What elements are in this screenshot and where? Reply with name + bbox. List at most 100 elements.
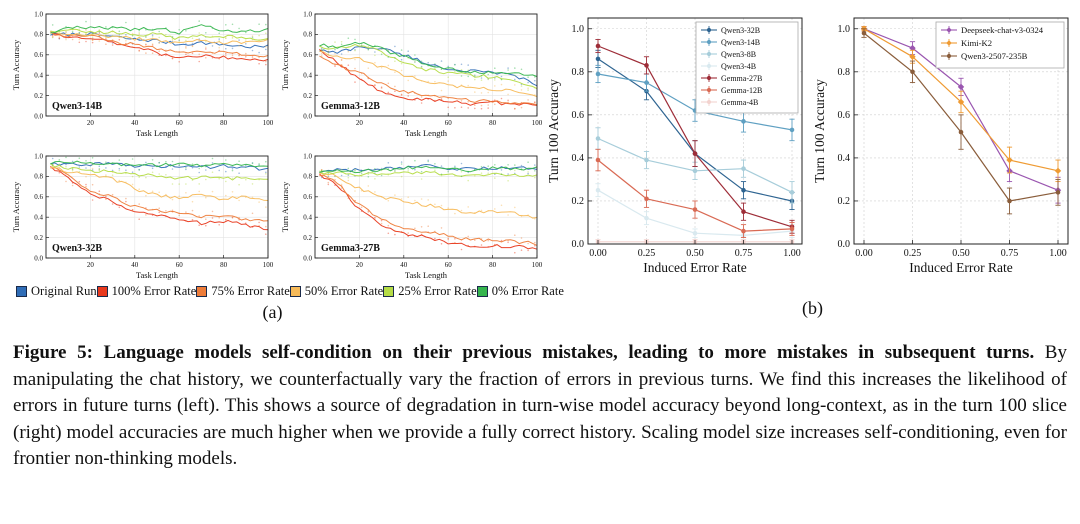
svg-text:0.8: 0.8 [303, 31, 312, 39]
legend-item-qwen3-14b: Qwen3-14B [701, 38, 760, 47]
svg-text:0.6: 0.6 [34, 51, 43, 59]
legend-item-25-error-rate: 25% Error Rate [383, 284, 477, 299]
svg-text:1.0: 1.0 [34, 10, 43, 18]
series-50-error-rate [319, 47, 538, 98]
svg-text:0.0: 0.0 [34, 254, 43, 262]
svg-text:0.8: 0.8 [34, 173, 43, 181]
svg-text:0.6: 0.6 [838, 110, 851, 121]
svg-text:0.4: 0.4 [572, 153, 585, 164]
legend-label: 75% Error Rate [211, 284, 290, 298]
caption-body: By manipulating the chat history, we cou… [13, 342, 1067, 469]
legend-swatch [196, 286, 208, 297]
svg-text:Kimi-K2: Kimi-K2 [961, 38, 992, 48]
legend-item-qwen3-32b: Qwen3-32B [701, 26, 760, 35]
chart-turn100-frontier-models: 0.00 0.25 0.50 0.75 1.00 0.0 0.2 0.4 0.6 0.8 1.0 In… [812, 17, 1069, 275]
series-50-error-rate [50, 166, 269, 208]
svg-text:0.75: 0.75 [735, 248, 753, 259]
svg-text:0.2: 0.2 [572, 196, 585, 207]
legend-label: 0% Error Rate [491, 284, 564, 298]
svg-text:0.4: 0.4 [34, 72, 43, 80]
svg-text:40: 40 [400, 119, 408, 127]
chart-qwen3-14b: 20 40 60 80 100 0.0 0.2 0.4 0.6 0.8 1.0 Task Length… [11, 10, 274, 138]
svg-text:0.0: 0.0 [303, 112, 312, 120]
svg-text:Task Length: Task Length [405, 270, 448, 280]
series-75-error-rate [319, 53, 538, 110]
svg-text:0.75: 0.75 [1001, 248, 1019, 259]
svg-text:100: 100 [263, 261, 274, 269]
svg-text:0.8: 0.8 [34, 31, 43, 39]
svg-text:0.0: 0.0 [572, 239, 585, 250]
figure-caption: Figure 5: Language models self-condition… [13, 340, 1067, 473]
series-100-error-rate [50, 32, 269, 66]
svg-text:Qwen3-2507-235B: Qwen3-2507-235B [961, 51, 1028, 61]
svg-text:Qwen3-4B: Qwen3-4B [721, 62, 756, 71]
svg-text:0.4: 0.4 [838, 153, 851, 164]
svg-text:Gemma-4B: Gemma-4B [721, 98, 758, 107]
svg-text:0.50: 0.50 [952, 248, 970, 259]
legend-label: 100% Error Rate [111, 284, 197, 298]
svg-text:1.00: 1.00 [783, 248, 801, 259]
svg-text:Gemma3-27B: Gemma3-27B [321, 243, 380, 254]
svg-text:Task Length: Task Length [136, 128, 179, 138]
panel-b-label: (b) [802, 298, 823, 318]
legend-item-50-error-rate: 50% Error Rate [289, 284, 383, 299]
svg-text:1.0: 1.0 [34, 152, 43, 160]
svg-text:Turn Accuracy: Turn Accuracy [280, 181, 290, 232]
svg-text:100: 100 [263, 119, 274, 127]
series-qwen3-14b [595, 64, 795, 142]
svg-text:1.0: 1.0 [303, 152, 312, 160]
svg-text:1.0: 1.0 [838, 24, 851, 35]
series-25-error-rate [50, 162, 268, 186]
svg-text:60: 60 [445, 261, 453, 269]
series-0-error-rate [319, 159, 538, 178]
svg-text:0.8: 0.8 [572, 67, 585, 78]
svg-text:0.6: 0.6 [34, 193, 43, 201]
svg-text:0.8: 0.8 [303, 173, 312, 181]
svg-text:0.0: 0.0 [34, 112, 43, 120]
legend-item-gemma-12b: Gemma-12B [701, 86, 762, 95]
svg-text:1.0: 1.0 [303, 10, 312, 18]
panel-a-label: (a) [262, 302, 283, 322]
panel-a-subplot-grid: 20 40 60 80 100 0.0 0.2 0.4 0.6 0.8 1.0 Task Length… [10, 6, 544, 288]
svg-text:Gemma-27B: Gemma-27B [721, 74, 762, 83]
svg-text:0.2: 0.2 [838, 196, 851, 207]
svg-text:20: 20 [356, 261, 364, 269]
series-0-error-rate [50, 20, 269, 39]
svg-text:0.6: 0.6 [303, 193, 312, 201]
series-25-error-rate [319, 41, 538, 91]
svg-text:40: 40 [131, 119, 139, 127]
svg-text:Gemma3-12B: Gemma3-12B [321, 101, 380, 112]
svg-text:60: 60 [176, 119, 184, 127]
chart-legend-turn100-frontier-models: Deepseek-chat-v3-0324 Kimi-K2 Qwen3-2507-2… [935, 21, 1065, 69]
svg-text:80: 80 [489, 261, 497, 269]
svg-text:0.25: 0.25 [904, 248, 922, 259]
series-50-error-rate [319, 169, 538, 220]
legend-item-gemma-27b: Gemma-27B [701, 74, 762, 83]
legend-item-original-run: Original Run [16, 284, 97, 299]
series-0-error-rate [319, 37, 538, 81]
svg-text:1.0: 1.0 [572, 24, 585, 35]
series-25-error-rate [319, 166, 538, 182]
svg-text:20: 20 [87, 261, 95, 269]
svg-text:Turn Accuracy: Turn Accuracy [11, 181, 21, 232]
svg-text:Induced Error Rate: Induced Error Rate [909, 260, 1012, 275]
svg-text:80: 80 [489, 119, 497, 127]
legend-item-100-error-rate: 100% Error Rate [96, 284, 197, 299]
svg-text:0.2: 0.2 [34, 234, 43, 242]
svg-text:Turn 100 Accuracy: Turn 100 Accuracy [812, 79, 827, 183]
svg-text:40: 40 [131, 261, 139, 269]
legend-swatch [96, 286, 108, 297]
svg-text:Task Length: Task Length [136, 270, 179, 280]
svg-text:Deepseek-chat-v3-0324: Deepseek-chat-v3-0324 [961, 25, 1044, 35]
series-qwen3-2507-235b [861, 28, 1061, 215]
series-100-error-rate [319, 48, 538, 110]
svg-text:0.8: 0.8 [838, 67, 851, 78]
svg-text:Qwen3-14B: Qwen3-14B [52, 101, 102, 112]
series-original-run [50, 157, 269, 174]
svg-text:Turn 100 Accuracy: Turn 100 Accuracy [546, 79, 561, 183]
svg-text:1.00: 1.00 [1049, 248, 1067, 259]
svg-text:100: 100 [532, 119, 543, 127]
legend-swatch [383, 286, 395, 297]
legend-item-gemma-4b: Gemma-4B [701, 98, 758, 107]
svg-text:60: 60 [445, 119, 453, 127]
